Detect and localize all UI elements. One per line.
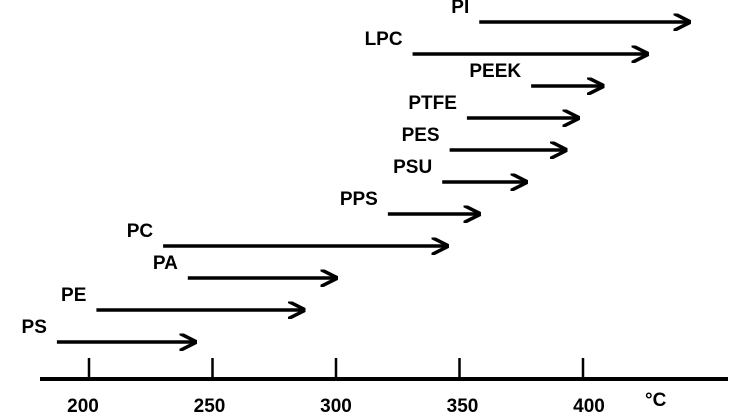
x-axis-unit: °C: [645, 390, 667, 411]
series-label: PA: [153, 253, 178, 274]
series-psu: PSU: [393, 157, 526, 182]
series-label: PPS: [340, 189, 378, 210]
x-tick-label: 300: [320, 396, 352, 417]
series-pi: PI: [451, 0, 689, 22]
series-pps: PPS: [340, 189, 479, 214]
series-label: PES: [402, 125, 440, 146]
series-label: PE: [61, 285, 86, 306]
x-tick-label: 250: [194, 396, 226, 417]
series-label: PI: [451, 0, 469, 18]
series-label: LPC: [365, 29, 403, 50]
series-pe: PE: [61, 285, 304, 310]
x-axis: 200 250 300 350 400 °C: [40, 358, 728, 417]
series-peek: PEEK: [469, 61, 602, 86]
series-ptfe: PTFE: [408, 93, 578, 118]
series-pes: PES: [402, 125, 566, 150]
series-label: PC: [127, 221, 154, 242]
x-tick-label: 350: [447, 396, 479, 417]
series-label: PSU: [393, 157, 432, 178]
series-lpc: LPC: [365, 29, 648, 54]
series-label: PEEK: [469, 61, 521, 82]
series-arrows: PS PE PA PC PPS PSU PES PTFE PEEK LPC PI: [22, 0, 690, 342]
series-label: PTFE: [408, 93, 457, 114]
x-tick-label: 400: [573, 396, 605, 417]
x-tick-label: 200: [67, 396, 99, 417]
series-label: PS: [22, 317, 47, 338]
series-pa: PA: [153, 253, 336, 278]
series-ps: PS: [22, 317, 196, 342]
series-pc: PC: [127, 221, 447, 246]
